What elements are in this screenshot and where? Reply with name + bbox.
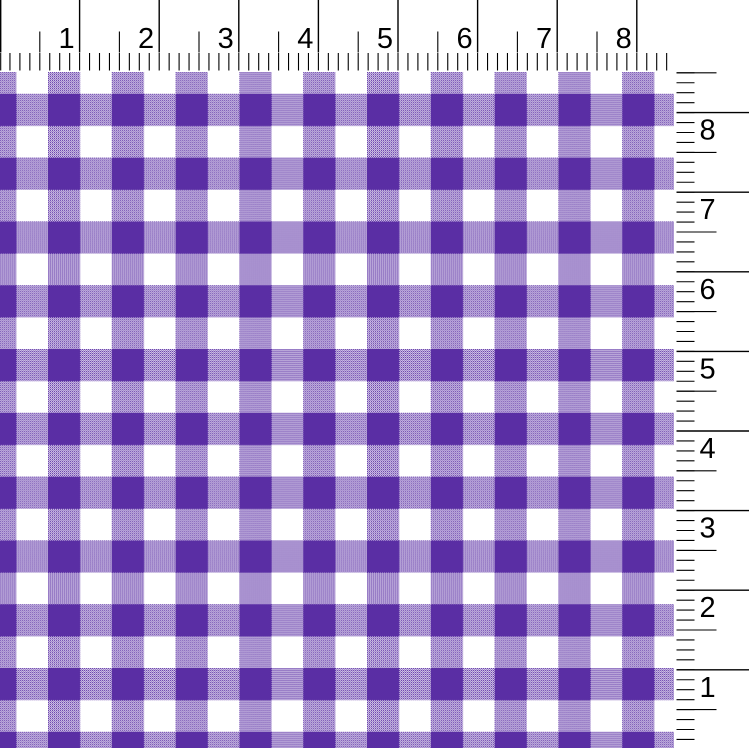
right-ruler: 8 7 6 5 4 3 2 1 <box>677 73 749 740</box>
top-ruler-number: 2 <box>138 23 154 55</box>
top-ruler: 1 2 3 4 5 6 7 8 <box>1 0 667 71</box>
right-ruler-number: 5 <box>700 353 716 385</box>
fabric-preview-canvas: 1 2 3 4 5 6 7 8 8 7 6 5 4 3 2 1 <box>0 0 749 748</box>
top-ruler-number: 6 <box>456 23 472 55</box>
right-ruler-number: 6 <box>700 274 716 306</box>
right-ruler-number: 7 <box>700 194 716 226</box>
right-ruler-number: 1 <box>700 672 716 704</box>
top-ruler-number: 3 <box>218 23 234 55</box>
top-ruler-number: 7 <box>536 23 552 55</box>
top-ruler-number: 8 <box>616 23 632 55</box>
right-ruler-number: 3 <box>700 513 716 545</box>
fabric-swatch <box>0 72 674 748</box>
top-ruler-number: 1 <box>58 23 74 55</box>
right-ruler-number: 8 <box>700 115 716 147</box>
top-ruler-number: 4 <box>297 23 313 55</box>
right-ruler-number: 2 <box>700 592 716 624</box>
right-ruler-number: 4 <box>700 433 716 465</box>
top-ruler-number: 5 <box>377 23 393 55</box>
